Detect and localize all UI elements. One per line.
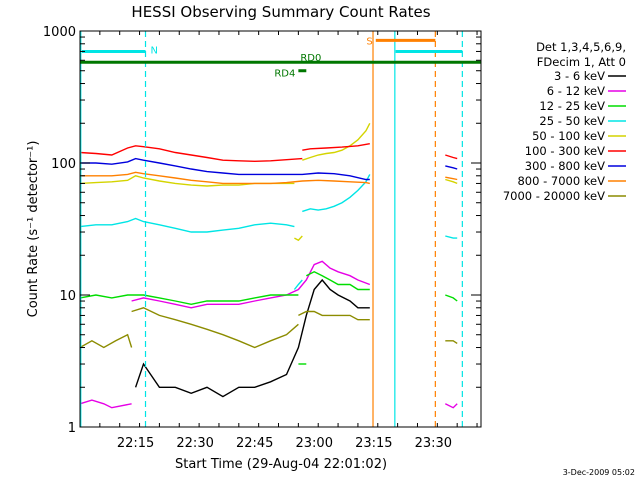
series-1-segment-1	[131, 260, 371, 309]
series-1	[79, 260, 458, 409]
legend-entry-5: 100 - 300 keV	[525, 144, 605, 158]
state-bar-label-4: RD4	[274, 69, 295, 80]
legend-entry-0: 3 - 6 keV	[554, 69, 605, 83]
series-8-segment-1	[131, 307, 299, 349]
series-5	[79, 143, 458, 163]
legend-entry-3: 25 - 50 keV	[539, 114, 605, 128]
x-tick-label-1: 22:30	[176, 436, 213, 451]
y-axis-ticks: 1 10 100 1000	[43, 25, 481, 436]
y-tick-label-1: 10	[59, 289, 76, 304]
series-7-segment-0	[80, 171, 370, 185]
legend-entry-6: 300 - 800 keV	[525, 159, 605, 173]
x-tick-label-5: 23:30	[415, 436, 452, 451]
legend-entry-1: 6 - 12 keV	[547, 84, 605, 98]
series-3-segment-3	[445, 235, 458, 239]
legend-entry-8: 7000 - 20000 keV	[503, 189, 605, 203]
x-tick-label-4: 23:15	[355, 436, 392, 451]
y-axis-label: Count Rate (s⁻¹ detector⁻¹)	[26, 141, 41, 318]
series-5-segment-0	[79, 145, 303, 163]
x-tick-label-2: 22:45	[236, 436, 273, 451]
series-8-segment-0	[79, 333, 133, 349]
x-tick-label-3: 23:00	[296, 436, 333, 451]
y-tick-label-0: 1	[68, 421, 76, 436]
legend-entry-7: 800 - 7000 keV	[517, 174, 605, 188]
annotation-layer: N S RD0 RD4	[80, 31, 481, 427]
series-4	[79, 122, 458, 242]
footer-timestamp: 3-Dec-2009 05:02	[563, 468, 635, 477]
plot-frame	[79, 30, 482, 428]
series-8	[79, 307, 458, 349]
series-3-segment-0	[79, 217, 295, 233]
series-6-segment-1	[445, 165, 458, 170]
x-axis-label: Start Time (29-Aug-04 22:01:02)	[175, 457, 387, 472]
state-bar-label-3: RD0	[300, 53, 321, 64]
series-4-segment-2	[302, 122, 371, 161]
y-tick-label-2: 100	[51, 157, 76, 172]
series-1-segment-2	[444, 403, 458, 409]
y-tick-label-3: 1000	[43, 25, 76, 40]
series-7-segment-1	[445, 176, 458, 181]
series-8-segment-3	[445, 340, 458, 344]
series-4-segment-3	[445, 178, 458, 185]
series-4-segment-1	[294, 235, 303, 242]
series-6	[80, 157, 458, 181]
series-2-segment-2	[305, 271, 370, 291]
series-7	[80, 171, 458, 185]
series-8-segment-2	[298, 310, 370, 321]
series-5-segment-1	[302, 143, 370, 151]
series-2	[79, 271, 458, 365]
series-1-segment-0	[79, 399, 132, 409]
x-axis-ticks: 22:15 22:30 22:45 23:00 23:15 23:30	[79, 31, 478, 451]
series-0-segment-0	[134, 278, 370, 398]
series-0	[134, 278, 370, 398]
series-5-segment-2	[445, 154, 458, 160]
legend-header-1: FDecim 1, Att 0	[537, 55, 626, 69]
series-6-segment-0	[80, 157, 370, 181]
state-bar-label-0: N	[151, 45, 158, 56]
chart-title: HESSI Observing Summary Count Rates	[131, 3, 430, 21]
series-2-segment-3	[445, 294, 458, 302]
plot-area	[79, 122, 458, 409]
state-bar-label-2: S	[366, 36, 372, 47]
legend-entry-2: 12 - 25 keV	[539, 99, 605, 113]
x-tick-label-0: 22:15	[117, 436, 154, 451]
series-4-segment-0	[79, 175, 295, 187]
legend-entry-4: 50 - 100 keV	[532, 129, 605, 143]
series-3-segment-2	[302, 174, 371, 213]
legend: Det 1,3,4,5,6,9,FDecim 1, Att 03 - 6 keV…	[503, 40, 626, 203]
series-2-segment-0	[79, 294, 299, 306]
legend-header-0: Det 1,3,4,5,6,9,	[536, 40, 626, 54]
series-3-segment-1	[293, 279, 303, 290]
series-3	[79, 174, 458, 290]
